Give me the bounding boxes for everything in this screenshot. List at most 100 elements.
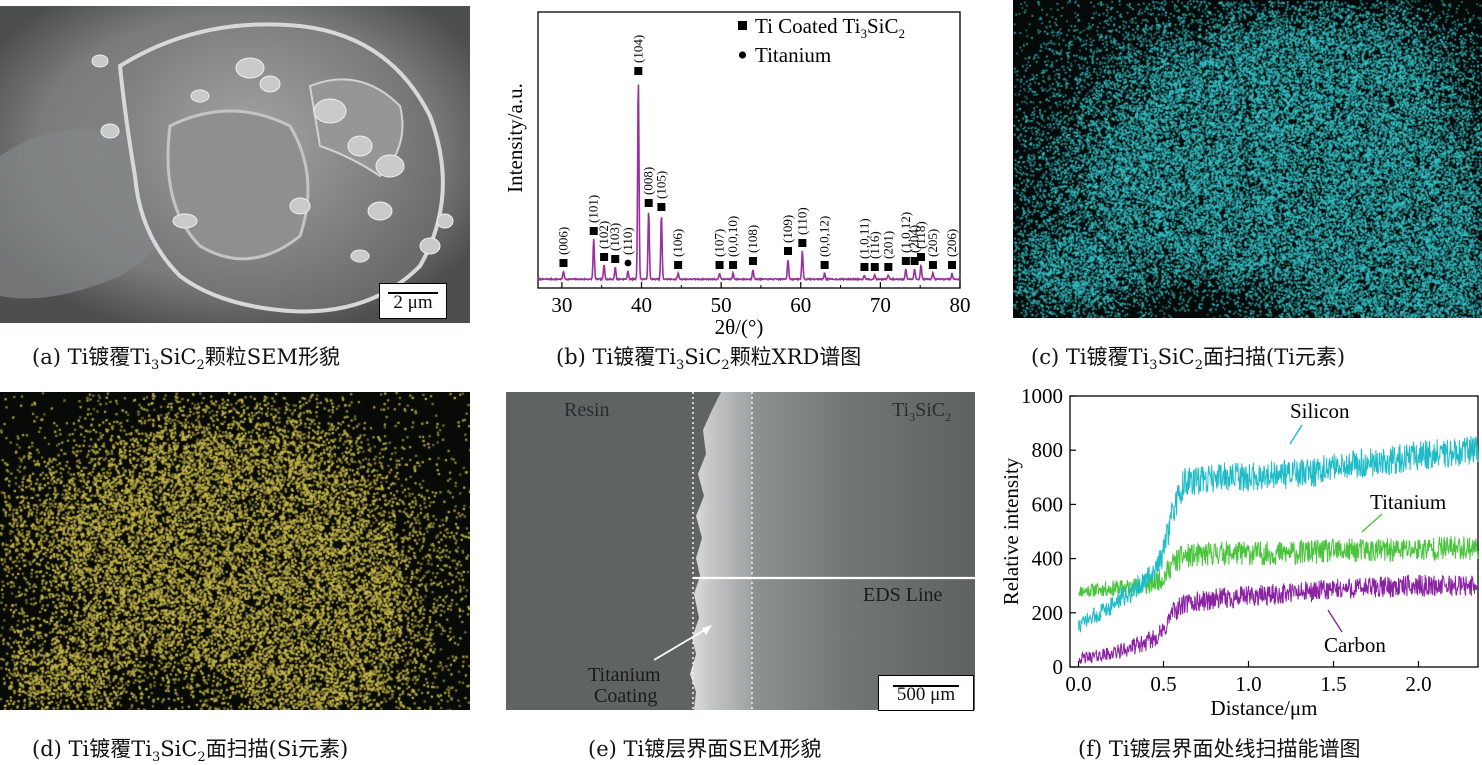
xrd-peak-marker-square — [748, 257, 757, 265]
caption-b-part: 颗粒XRD谱图 — [729, 345, 862, 369]
xrd-peak-label: (104) — [630, 35, 645, 63]
linescan-series-carbon — [1078, 574, 1479, 664]
caption-e: (e) Ti镀层界面SEM形貌 — [588, 737, 822, 761]
label-eds-line: EDS Line — [863, 584, 943, 606]
caption-d-part: SiC — [160, 737, 198, 761]
caption-b-sub: 2 — [721, 358, 730, 374]
xrd-peak-label: (1,0,12) — [898, 212, 913, 253]
xrd-peak-label: (101) — [586, 195, 601, 223]
xrd-peak-marker-circle — [624, 259, 632, 267]
linescan-frame — [1069, 395, 1479, 668]
linescan-ytick-label: 600 — [1032, 492, 1064, 516]
label-ti3sic2-sub: 2 — [945, 410, 952, 424]
eds-map-si-image — [0, 392, 470, 710]
xrd-peak-marker-square — [860, 263, 869, 271]
label-ti3sic2: Ti3SiC2 — [892, 399, 951, 425]
caption-c-sub: 2 — [1194, 358, 1204, 374]
panel-f: 0.0 0.5 1.0 1.5 2.0 0 200 400 600 800 1000 Distance… — [990, 380, 1482, 762]
linescan-ytick-label: 0 — [1053, 655, 1064, 679]
caption-d-sub: 2 — [197, 750, 206, 765]
caption-b-part: (b) Ti镀覆Ti — [556, 345, 676, 369]
xrd-legend-label-coated: Ti Coated Ti3SiC2 — [755, 14, 905, 41]
panel-d: (d) Ti镀覆Ti3SiC2面扫描(Si元素) — [0, 392, 470, 765]
xrd-peak-marker-square — [674, 261, 683, 269]
sem-particle-image — [0, 6, 470, 323]
xrd-peak-marker-square — [634, 67, 643, 75]
label-coating-2: Coating — [594, 685, 658, 707]
caption-c-part: 面扫描(Ti元素) — [1203, 345, 1346, 369]
label-ti3sic2-part: Ti — [892, 399, 910, 421]
panel-c: (c) Ti镀覆Ti3SiC2面扫描(Ti元素) — [1013, 0, 1482, 380]
linescan-xtick-label: 0.0 — [1065, 672, 1091, 696]
caption-a-sub: 3 — [151, 358, 160, 374]
linescan-chart: 0.0 0.5 1.0 1.5 2.0 0 200 400 600 800 1000 Distance… — [999, 384, 1479, 720]
caption-c-part: (c) Ti镀覆Ti — [1031, 345, 1150, 369]
xrd-legend-circle-icon — [738, 51, 747, 59]
interface-sem-image — [506, 392, 975, 710]
panel-b: (006) (101) (102) (103) (110) (104) (008) (105)… — [490, 0, 990, 380]
xrd-peak-label: (204) — [907, 225, 922, 253]
xrd-peak-label: (116) — [867, 231, 882, 259]
xrd-peak-marker-square — [657, 203, 666, 211]
eds-map-ti-image — [1013, 0, 1482, 318]
linescan-xtick-label: 0.5 — [1150, 672, 1176, 696]
xrd-peak-marker-square — [948, 261, 957, 269]
linescan-ytick-label: 200 — [1032, 601, 1064, 625]
label-coating-1: Titanium — [588, 664, 661, 686]
xrd-peak-marker-square — [884, 263, 893, 271]
linescan-label-titanium: Titanium — [1370, 490, 1446, 514]
caption-d-part: (d) Ti镀覆Ti — [32, 737, 152, 761]
caption-d: (d) Ti镀覆Ti3SiC2面扫描(Si元素) — [32, 733, 348, 765]
xrd-peak-marker-square — [611, 255, 620, 263]
linescan-label-carbon: Carbon — [1324, 633, 1386, 657]
linescan-xlabel: Distance/μm — [1211, 696, 1318, 720]
caption-b-part: SiC — [684, 345, 722, 369]
xrd-peak-label: (1,0,11) — [856, 218, 871, 259]
xrd-peak-marker-square — [928, 261, 937, 269]
xrd-frame — [537, 11, 961, 289]
scalebar-a: 2 μm — [379, 283, 447, 319]
caption-c: (c) Ti镀覆Ti3SiC2面扫描(Ti元素) — [1031, 341, 1345, 373]
xrd-peak-label: (006) — [555, 227, 570, 255]
caption-a-part: 颗粒SEM形貌 — [204, 345, 340, 369]
caption-a: (a) Ti镀覆Ti3SiC2颗粒SEM形貌 — [32, 341, 340, 373]
xrd-peak-label: (206) — [944, 229, 959, 257]
xrd-peak-marker-square — [784, 247, 793, 255]
xrd-peak-label: (118) — [913, 221, 928, 249]
xrd-peak-label: (103) — [607, 223, 622, 251]
xrd-xtick-label: 30 — [551, 293, 572, 317]
linescan-xtick-label: 1.5 — [1320, 672, 1346, 696]
xrd-peak-label: (107) — [712, 229, 727, 257]
xrd-peak-marker-square — [798, 239, 807, 247]
caption-b-sub: 3 — [675, 358, 685, 374]
caption-c-sub: 3 — [1149, 358, 1158, 374]
xrd-pattern-line — [537, 84, 961, 283]
panel-a: 2 μm (a) Ti镀覆Ti3SiC2颗粒SEM形貌 — [0, 0, 470, 380]
linescan-leader-silicon — [1289, 424, 1303, 445]
xrd-chart: (006)(101)(102)(103)(110)(104)(008)(105)… — [503, 11, 971, 339]
linescan-ylabel: Relative intensity — [999, 457, 1023, 605]
xrd-peak-marker-square — [901, 257, 910, 265]
scalebar-e: 500 μm — [878, 675, 974, 711]
label-resin: Resin — [564, 399, 610, 421]
caption-c-part: SiC — [1157, 345, 1195, 369]
xrd-peak-marker-square — [910, 257, 919, 265]
xrd-ylabel: Intensity/a.u. — [503, 83, 527, 193]
xrd-peak-marker-square — [715, 261, 724, 269]
xrd-peak-label: (106) — [670, 229, 685, 257]
caption-a-sub: 2 — [196, 358, 205, 374]
panel-e: Resin Ti3SiC2 EDS Line Titanium Coating … — [506, 392, 976, 762]
xrd-peak-label: (0,0,10) — [725, 216, 740, 257]
xrd-peak-marker-square — [559, 259, 568, 267]
xrd-xtick-label: 60 — [790, 293, 811, 317]
linescan-leader-carbon — [1327, 609, 1343, 633]
caption-a-part: (a) Ti镀覆Ti — [32, 345, 152, 369]
xrd-xtick-label: 70 — [870, 293, 891, 317]
linescan-ytick-label: 1000 — [1021, 384, 1063, 408]
xrd-peak-label: (108) — [745, 225, 760, 253]
linescan-series-silicon — [1078, 436, 1479, 633]
xrd-xtick-label: 40 — [631, 293, 652, 317]
xrd-peak-label: (110) — [620, 227, 635, 255]
scalebar-a-label: 2 μm — [393, 292, 433, 313]
caption-f: (f) Ti镀层界面处线扫描能谱图 — [1078, 737, 1361, 761]
